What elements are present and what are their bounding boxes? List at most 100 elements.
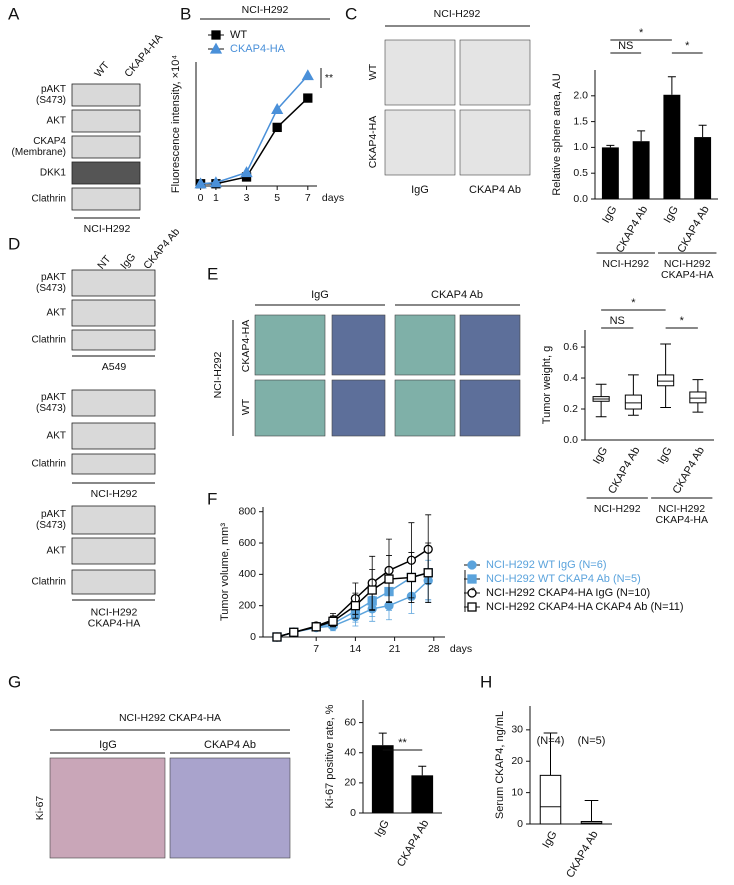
y-axis-label: Ki-67 positive rate, % bbox=[324, 704, 336, 808]
y-tick-label: 0.0 bbox=[563, 434, 578, 446]
lane-label: WT bbox=[92, 59, 112, 80]
group-label: NCI-H292 bbox=[602, 258, 649, 270]
blot-row-label: pAKT bbox=[41, 392, 66, 403]
group-label: CKAP4-HA bbox=[661, 269, 714, 281]
chart-title: NCI-H292 bbox=[242, 4, 289, 16]
cell-line-label: NCI-H292 bbox=[91, 606, 138, 618]
x-axis-label: days bbox=[322, 192, 344, 204]
blot-row-label: (Membrane) bbox=[12, 147, 66, 158]
cell-line-label: NCI-H292 bbox=[84, 223, 131, 235]
y-tick-label: 0.6 bbox=[563, 341, 578, 353]
error-bar bbox=[637, 130, 646, 142]
x-tick-label: IgG bbox=[591, 445, 610, 466]
column-label: IgG bbox=[99, 739, 117, 751]
marker bbox=[301, 69, 314, 81]
row-label: WT bbox=[367, 63, 379, 80]
y-tick-label: 20 bbox=[344, 777, 356, 789]
marker bbox=[272, 632, 282, 642]
marker bbox=[384, 574, 394, 584]
y-axis-label: Tumor weight, g bbox=[541, 346, 553, 424]
annotation: (N=5) bbox=[578, 735, 606, 747]
x-tick-label: CKAP4 Ab bbox=[395, 818, 431, 869]
cell-line-label: A549 bbox=[102, 361, 127, 373]
marker bbox=[240, 166, 253, 178]
marker bbox=[209, 42, 223, 54]
bar bbox=[411, 775, 434, 813]
blot-row-label: Clathrin bbox=[32, 194, 66, 205]
annotation: * bbox=[471, 585, 475, 597]
x-tick-label: IgG bbox=[373, 818, 392, 839]
bar bbox=[694, 137, 712, 199]
marker bbox=[211, 30, 221, 40]
x-tick-label: CKAP4 Ab bbox=[671, 445, 707, 496]
lane-label: IgG bbox=[118, 251, 138, 272]
group-label: NCI-H292 bbox=[594, 503, 641, 515]
annotation: * bbox=[680, 315, 685, 327]
error-bar bbox=[698, 124, 707, 138]
y-axis-label: Fluorescence intensity, ×10⁴ bbox=[170, 55, 182, 193]
blot-row-label: CKAP4 bbox=[33, 136, 66, 147]
panel-letter: B bbox=[180, 4, 191, 23]
bar bbox=[601, 147, 619, 199]
marker bbox=[467, 588, 477, 598]
panel-letter: A bbox=[8, 4, 20, 23]
blot-row-label: (S473) bbox=[36, 283, 66, 294]
blot-row-label: AKT bbox=[47, 116, 66, 127]
y-tick-label: 40 bbox=[344, 747, 356, 759]
row-label: Ki-67 bbox=[34, 796, 46, 821]
cell-line-label: NCI-H292 bbox=[91, 488, 138, 500]
bar bbox=[371, 745, 394, 813]
y-tick-label: 60 bbox=[344, 716, 356, 728]
x-tick-label: IgG bbox=[655, 445, 674, 466]
lane-label: CKAP4-HA bbox=[122, 32, 165, 80]
x-tick-label: CKAP4 Ab bbox=[564, 829, 600, 880]
x-tick-label: 3 bbox=[244, 192, 250, 204]
legend-label: CKAP4-HA bbox=[230, 43, 286, 55]
bar bbox=[632, 141, 650, 199]
y-tick-label: 200 bbox=[238, 599, 256, 611]
blot-row-label: Clathrin bbox=[32, 335, 66, 346]
y-tick-label: 0 bbox=[517, 818, 523, 830]
lane-label: NT bbox=[95, 253, 114, 272]
y-axis-label: Relative sphere area, AU bbox=[551, 73, 563, 195]
y-tick-label: 20 bbox=[511, 755, 523, 767]
y-tick-label: 0.5 bbox=[573, 167, 588, 179]
y-tick-label: 0.0 bbox=[573, 193, 588, 205]
y-tick-label: 10 bbox=[511, 786, 523, 798]
blot-row-label: DKK1 bbox=[40, 168, 67, 179]
row-label: CKAP4-HA bbox=[240, 320, 252, 373]
x-tick-label: 7 bbox=[313, 643, 319, 655]
blot-row-label: pAKT bbox=[41, 509, 66, 520]
annotation: NS bbox=[610, 315, 625, 327]
box bbox=[657, 374, 675, 387]
row-label: WT bbox=[240, 398, 252, 415]
blot-images bbox=[71, 83, 156, 595]
y-tick-label: 0 bbox=[250, 631, 256, 643]
cell-line-label: CKAP4-HA bbox=[88, 617, 141, 629]
x-tick-label: IgG bbox=[600, 204, 619, 225]
box bbox=[539, 774, 562, 825]
blot-row-label: (S473) bbox=[36, 520, 66, 531]
x-tick-label: 5 bbox=[274, 192, 280, 204]
x-tick-label: IgG bbox=[662, 204, 681, 225]
marker bbox=[271, 103, 284, 114]
column-label: IgG bbox=[311, 289, 329, 301]
blot-row-label: pAKT bbox=[41, 272, 66, 283]
bar bbox=[663, 94, 681, 199]
blot-row-label: (S473) bbox=[36, 95, 66, 106]
y-tick-label: 0.4 bbox=[563, 372, 578, 384]
lane-label: CKAP4 Ab bbox=[141, 226, 182, 272]
panel-letter: E bbox=[207, 264, 218, 283]
annotation: ** bbox=[325, 72, 333, 84]
blot-row-label: AKT bbox=[47, 431, 66, 442]
row-label: NCI-H292 bbox=[212, 352, 224, 399]
marker bbox=[423, 568, 433, 578]
legend-label: NCI-H292 CKAP4-HA CKAP4 Ab (N=11) bbox=[486, 601, 684, 613]
series-line bbox=[200, 75, 309, 185]
group-label: NCI-H292 bbox=[658, 503, 705, 515]
y-tick-label: 1.0 bbox=[573, 141, 588, 153]
y-tick-label: 30 bbox=[511, 724, 523, 736]
error-bar bbox=[378, 732, 387, 746]
marker bbox=[350, 601, 361, 611]
